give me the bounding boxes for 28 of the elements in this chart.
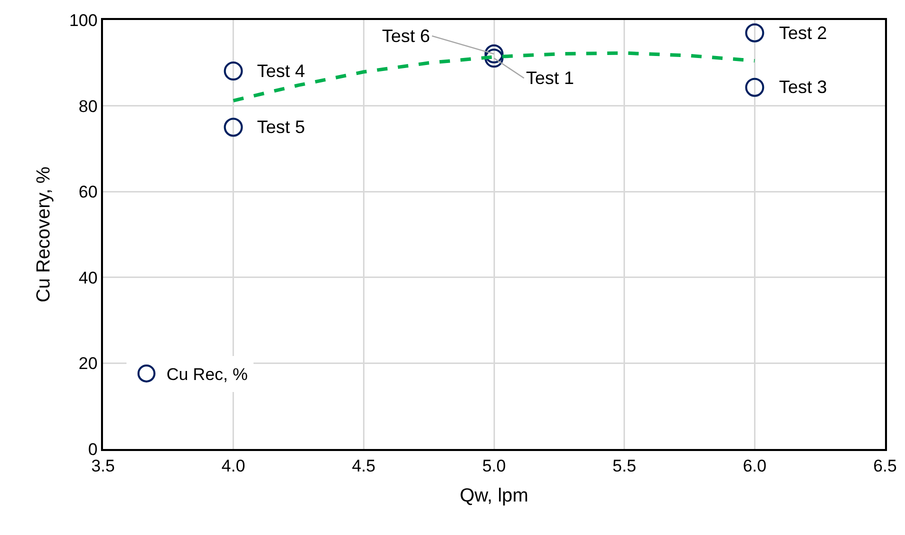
annotation: Test 4	[257, 61, 306, 81]
x-tick-label: 4.5	[352, 456, 376, 476]
point	[745, 23, 764, 42]
y-tick-label: 60	[78, 182, 98, 202]
x-tick-label: 5.0	[482, 456, 506, 476]
annotation: Test 3	[779, 77, 828, 97]
legend-label: Cu Rec, %	[166, 365, 248, 384]
annotation: Test 1	[526, 68, 574, 88]
annotation: Test 2	[779, 23, 828, 43]
y-tick-label: 40	[78, 268, 98, 288]
point	[745, 78, 764, 97]
x-axis-title: Qw, lpm	[460, 486, 528, 507]
x-tick-label: 5.5	[612, 456, 636, 476]
point	[224, 62, 243, 81]
y-axis-title: Cu Recovery, %	[34, 166, 55, 302]
x-tick-label: 4.0	[222, 456, 246, 476]
point	[224, 118, 243, 137]
annotation: Test 5	[257, 117, 306, 137]
y-tick-label: 0	[88, 440, 98, 459]
y-tick-label: 80	[78, 96, 98, 116]
x-tick-label: 6.0	[742, 456, 766, 476]
point	[484, 44, 504, 64]
y-tick-label: 20	[78, 354, 98, 374]
point	[484, 48, 504, 68]
annotation: Test 6	[382, 26, 430, 46]
x-tick-label: 3.5	[91, 456, 115, 476]
y-tick-label: 100	[69, 10, 98, 30]
x-tick-label: 6.5	[873, 456, 897, 476]
